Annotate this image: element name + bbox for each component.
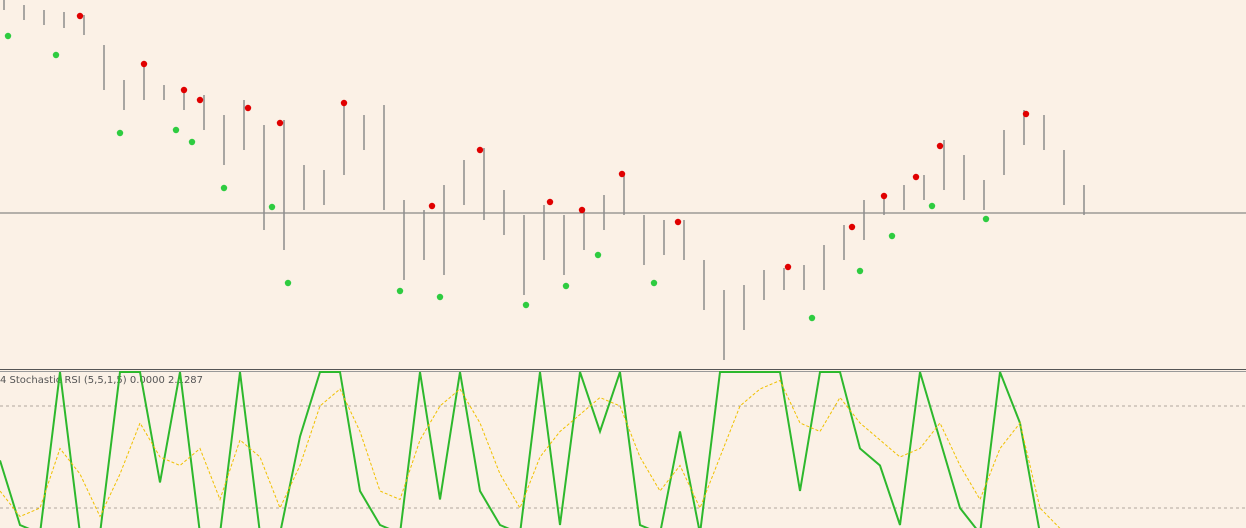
fractal-dot xyxy=(928,202,936,210)
fractal-dot xyxy=(116,129,124,137)
fractal-dot xyxy=(180,86,188,94)
fractal-dot xyxy=(578,206,586,214)
fractal-dot xyxy=(172,126,180,134)
fractal-dot xyxy=(428,202,436,210)
fractal-dot xyxy=(284,279,292,287)
fractal-dot xyxy=(220,184,228,192)
fractal-dot xyxy=(268,203,276,211)
fractal-dot xyxy=(784,263,792,271)
indicator-line xyxy=(0,371,1041,528)
fractal-dot xyxy=(562,282,570,290)
fractal-dot xyxy=(396,287,404,295)
fractal-dot xyxy=(276,119,284,127)
fractal-dot xyxy=(880,192,888,200)
fractal-dot xyxy=(808,314,816,322)
fractal-dot xyxy=(674,218,682,226)
indicator-line xyxy=(0,379,1061,528)
indicator-title: 4 Stochastic RSI (5,5,1,5) 0.0000 2.1287 xyxy=(0,375,203,386)
fractal-dot xyxy=(76,12,84,20)
fractal-dot xyxy=(52,51,60,59)
fractal-dot xyxy=(618,170,626,178)
fractal-dot xyxy=(1022,110,1030,118)
fractal-dot xyxy=(936,142,944,150)
fractal-dot xyxy=(594,251,602,259)
fractal-dot xyxy=(522,301,530,309)
fractal-dot xyxy=(650,279,658,287)
fractal-dot xyxy=(436,293,444,301)
fractal-dot xyxy=(140,60,148,68)
fractal-dot xyxy=(888,232,896,240)
fractal-dot xyxy=(912,173,920,181)
fractal-dot xyxy=(546,198,554,206)
fractal-dot xyxy=(476,146,484,154)
fractal-dot xyxy=(244,104,252,112)
fractal-dot xyxy=(856,267,864,275)
fractal-dot xyxy=(848,223,856,231)
fractal-dot xyxy=(4,32,12,40)
fractal-dot xyxy=(982,215,990,223)
fractal-dot xyxy=(340,99,348,107)
fractal-dot xyxy=(196,96,204,104)
fractal-dot xyxy=(188,138,196,146)
